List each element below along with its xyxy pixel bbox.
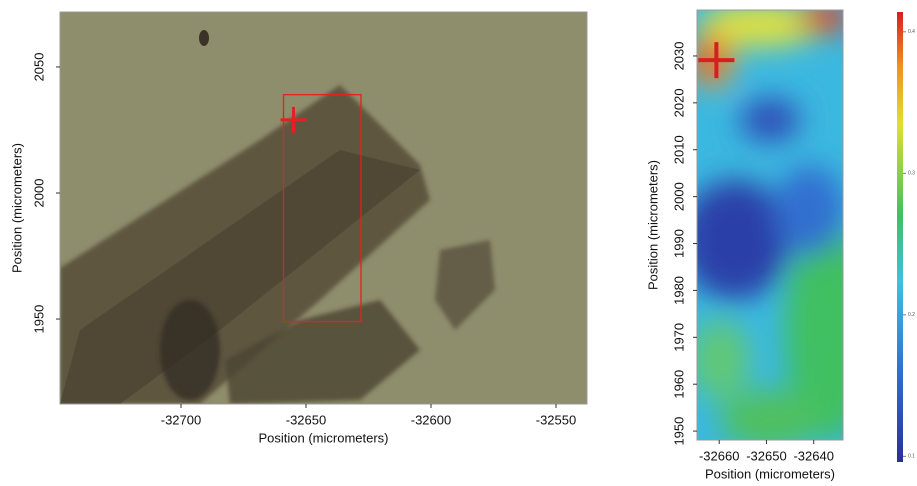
colorbar-tick-label: 0.4 — [908, 29, 915, 35]
y-tick-label: 2050 — [31, 52, 46, 81]
colorbar-tick-label: 0.3 — [908, 171, 915, 177]
colorbar-tick-label: 0.2 — [908, 312, 915, 318]
y-tick-label: 1960 — [671, 370, 686, 399]
y-tick-label: 2010 — [671, 135, 686, 164]
x-axis-label: Position (micrometers) — [705, 466, 835, 481]
x-tick-label: -32600 — [411, 412, 451, 427]
y-axis-label: Position (micrometers) — [645, 160, 660, 290]
plot-frame — [696, 9, 844, 441]
y-tick-label: 1980 — [671, 276, 686, 305]
plot-frame — [59, 11, 588, 405]
y-axis-label: Position (micrometers) — [9, 143, 24, 273]
colorbar-tick-label: 0.1 — [908, 454, 915, 460]
x-axis-label: Position (micrometers) — [258, 430, 388, 445]
y-tick-label: 2020 — [671, 88, 686, 117]
x-tick-label: -32650 — [746, 448, 786, 463]
x-tick-label: -32640 — [793, 448, 833, 463]
crosshair-marker — [280, 106, 307, 133]
y-tick-label: 1990 — [671, 229, 686, 258]
crosshair-marker — [698, 42, 735, 79]
x-tick-label: -32660 — [699, 448, 739, 463]
y-tick-label: 2000 — [671, 182, 686, 211]
heatmap-image — [697, 10, 843, 440]
micrograph — [60, 12, 587, 404]
y-tick-label: 1950 — [31, 305, 46, 334]
x-tick-label: -32650 — [286, 412, 326, 427]
x-tick-label: -32550 — [536, 412, 576, 427]
roi-box — [282, 94, 362, 323]
y-tick-label: 2030 — [671, 41, 686, 70]
y-tick-label: 1950 — [671, 417, 686, 446]
x-tick-label: -32700 — [161, 412, 201, 427]
y-tick-label: 1970 — [671, 323, 686, 352]
y-tick-label: 2000 — [31, 179, 46, 208]
colorbar — [897, 12, 903, 462]
